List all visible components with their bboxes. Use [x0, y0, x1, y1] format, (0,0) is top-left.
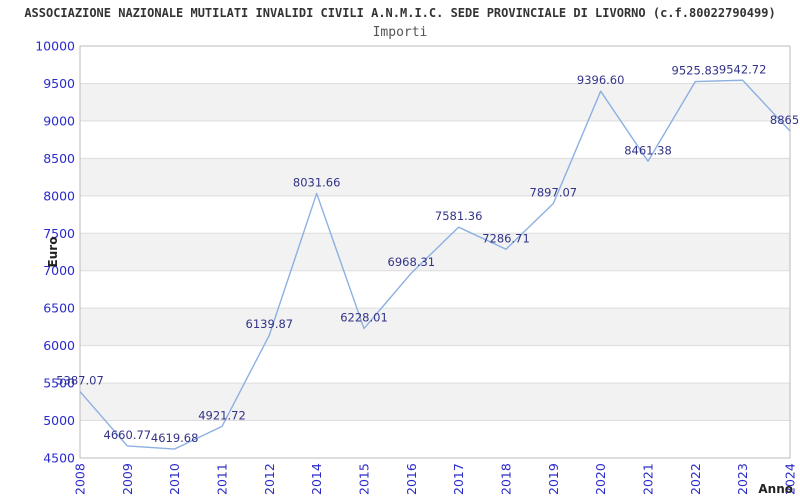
point-label: 8031.66 [293, 175, 341, 189]
x-tick-label: 2010 [167, 463, 182, 495]
point-label: 9525.83 [672, 64, 720, 78]
x-tick-label: 2019 [546, 463, 561, 495]
y-tick-label: 5500 [43, 376, 75, 391]
y-tick-label: 6000 [43, 338, 75, 353]
x-tick-label: 2012 [262, 463, 277, 495]
y-tick-label: 8000 [43, 188, 75, 203]
y-tick-label: 9500 [43, 76, 75, 91]
y-tick-label: 7000 [43, 263, 75, 278]
x-tick-label: 2022 [688, 463, 703, 495]
point-label: 8865.7 [770, 113, 800, 127]
point-label: 8461.38 [624, 143, 672, 157]
x-tick-label: 2020 [593, 463, 608, 495]
x-tick-label: 2015 [357, 463, 372, 495]
chart-subtitle: Importi [372, 25, 428, 40]
x-tick-label: 2014 [309, 463, 324, 495]
point-label: 7286.71 [482, 231, 530, 245]
y-tick-label: 5000 [43, 413, 75, 428]
plot-band [80, 383, 790, 421]
x-tick-label: 2009 [120, 463, 135, 495]
y-tick-label: 8500 [43, 151, 75, 166]
x-tick-label: 2008 [73, 463, 88, 495]
x-tick-label: 2018 [499, 463, 514, 495]
y-tick-label: 7500 [43, 226, 75, 241]
x-tick-label: 2016 [404, 463, 419, 495]
point-label: 6968.31 [388, 255, 436, 269]
point-label: 4921.72 [198, 408, 246, 422]
y-axis-title: Euro [46, 237, 60, 268]
point-label: 7897.07 [530, 186, 578, 200]
point-label: 7581.36 [435, 209, 483, 223]
data-line [79, 79, 791, 450]
x-axis-title: Anno [758, 482, 793, 496]
point-label: 6139.87 [246, 317, 294, 331]
x-tick-label: 2017 [451, 463, 466, 495]
x-tick-label: 2011 [215, 463, 230, 495]
y-tick-label: 10000 [35, 39, 75, 54]
plot-band [80, 158, 790, 196]
chart-title: ASSOCIAZIONE NAZIONALE MUTILATI INVALIDI… [24, 6, 776, 20]
plot-band [80, 83, 790, 121]
x-tick-label: 2023 [735, 463, 750, 495]
point-label: 4619.68 [151, 431, 199, 445]
point-label: 9542.72 [719, 62, 767, 76]
y-tick-label: 9000 [43, 113, 75, 128]
x-tick-label: 2024 [783, 463, 798, 495]
point-label: 6228.01 [340, 311, 388, 325]
plot-border [79, 45, 791, 459]
point-label: 9396.60 [577, 73, 625, 87]
y-tick-label: 6500 [43, 301, 75, 316]
point-label: 5387.07 [56, 374, 104, 388]
plot-band [80, 233, 790, 271]
x-tick-label: 2021 [641, 463, 656, 495]
y-tick-label: 4500 [43, 451, 75, 466]
plot-band [80, 308, 790, 346]
point-label: 4660.77 [104, 428, 152, 442]
